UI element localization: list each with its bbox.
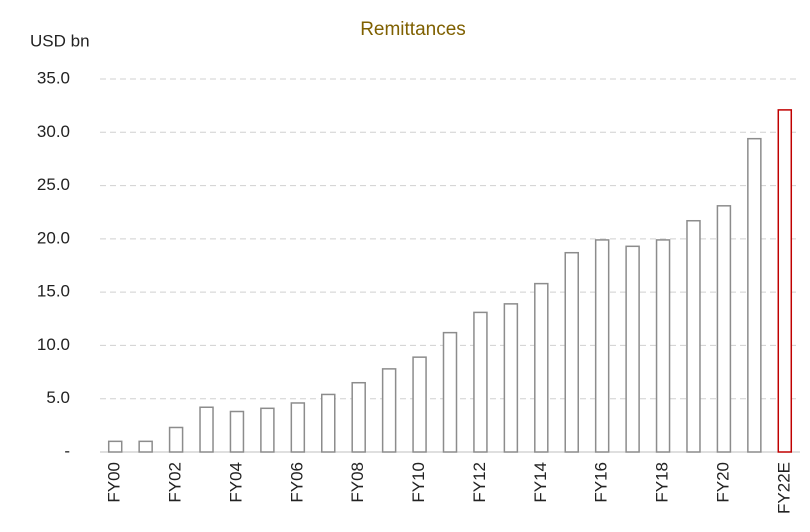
y-tick-label: 20.0: [37, 228, 70, 247]
bar: [168, 426, 184, 453]
bar: [229, 410, 245, 453]
bar: [655, 239, 671, 453]
bar: [594, 239, 610, 453]
y-tick-label: 5.0: [46, 388, 70, 407]
chart-title: Remittances: [360, 19, 466, 40]
bar: [381, 368, 397, 453]
bar: [564, 251, 579, 453]
y-axis-label: USD bn: [30, 31, 90, 50]
bar: [107, 440, 123, 453]
bar: [625, 245, 640, 453]
bar: [290, 402, 306, 453]
x-tick-label: FY18: [653, 462, 672, 503]
bar: [473, 311, 488, 453]
x-tick-label: FY08: [348, 462, 367, 503]
x-tick-label: FY22E: [774, 462, 793, 514]
x-tick-label: FY14: [531, 462, 550, 503]
bar: [503, 303, 519, 453]
y-tick-label: 10.0: [37, 335, 70, 354]
y-tick-label: 15.0: [37, 282, 70, 301]
x-tick-label: FY02: [166, 462, 185, 503]
x-tick-label: FY16: [592, 462, 611, 503]
bar: [747, 137, 762, 453]
y-tick-label: 30.0: [37, 122, 70, 141]
bar: [686, 219, 701, 453]
x-tick-label: FY04: [226, 462, 245, 503]
y-tick-label: 35.0: [37, 68, 70, 87]
bar: [412, 356, 427, 453]
bar: [321, 393, 336, 453]
x-tick-label: FY00: [105, 462, 124, 503]
y-tick-label: -: [64, 441, 70, 460]
bar: [716, 205, 732, 453]
x-tick-label: FY20: [713, 462, 732, 503]
bar: [442, 331, 458, 453]
bar: [351, 381, 366, 453]
bar: [777, 109, 793, 453]
bar: [260, 407, 275, 453]
bar: [534, 282, 549, 453]
bar: [138, 440, 153, 453]
x-tick-label: FY06: [287, 462, 306, 503]
x-tick-label: FY10: [409, 462, 428, 503]
x-tick-label: FY12: [470, 462, 489, 503]
y-tick-label: 25.0: [37, 175, 70, 194]
bar: [199, 406, 214, 453]
